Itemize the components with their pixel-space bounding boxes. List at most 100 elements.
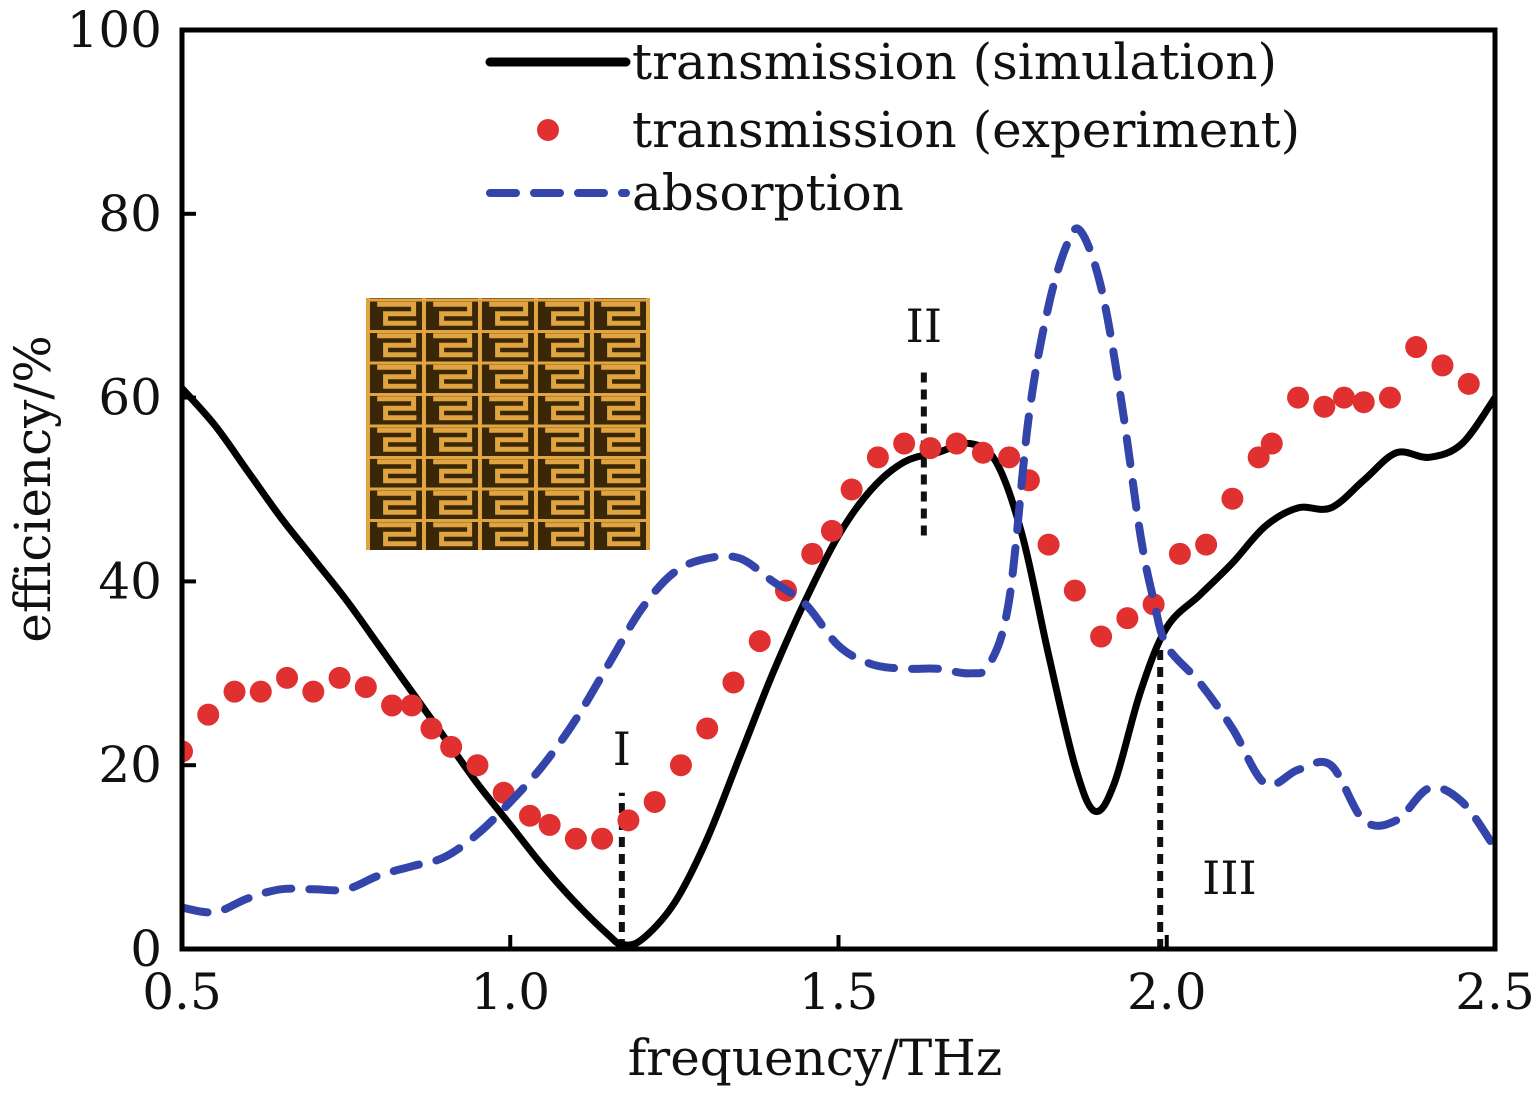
data-point [328, 666, 351, 689]
data-point [893, 432, 916, 455]
data-point [696, 717, 719, 740]
data-point [1221, 487, 1244, 510]
data-point [820, 519, 843, 542]
inset-resonator-cell [489, 427, 529, 452]
inset-resonator-cell [545, 364, 585, 389]
data-point [998, 446, 1021, 469]
series-absorption-line [182, 224, 1495, 917]
legend-label: transmission (experiment) [632, 101, 1300, 159]
y-axis-ticks: 0 20 40 60 80 100 [67, 1, 196, 978]
annotation-label-III: III [1202, 851, 1257, 905]
inset-resonator-cell [489, 301, 529, 326]
data-point [197, 703, 220, 726]
y-axis-title: efficiency/% [4, 335, 62, 643]
inset-resonator-cell [545, 459, 585, 484]
data-point [276, 666, 299, 689]
series-simulation-line [182, 384, 1495, 949]
inset-resonator-cell [489, 490, 529, 515]
data-point [354, 676, 377, 699]
inset-resonator-cell [433, 522, 473, 547]
legend-item: transmission (experiment) [537, 101, 1300, 159]
data-point [182, 740, 193, 763]
series-layer [182, 224, 1495, 949]
data-point [518, 804, 541, 827]
data-point [249, 680, 272, 703]
y-tick-label: 40 [98, 552, 162, 610]
data-point [643, 790, 666, 813]
data-point [440, 735, 463, 758]
data-point [381, 694, 404, 717]
inset-resonator-cell [489, 396, 529, 421]
data-point [840, 478, 863, 501]
inset-resonator-cell [377, 301, 417, 326]
inset-resonator-cell [433, 459, 473, 484]
inset-resonator-cell [377, 490, 417, 515]
inset-resonator-cell [433, 301, 473, 326]
data-point [866, 446, 889, 469]
data-point [919, 437, 942, 460]
inset-resonator-cell [545, 427, 585, 452]
inset-sample-image [366, 298, 650, 550]
inset-resonator-cell [433, 333, 473, 358]
data-point [1247, 446, 1270, 469]
y-tick-label: 0 [130, 920, 162, 978]
inset-resonator-cell [377, 522, 417, 547]
inset-resonator-cell [601, 427, 641, 452]
data-point [1063, 579, 1086, 602]
data-point [1037, 533, 1060, 556]
inset-resonator-cell [489, 522, 529, 547]
x-tick-label: 1.5 [799, 963, 879, 1021]
inset-resonator-cell [433, 490, 473, 515]
inset-resonator-cell [377, 427, 417, 452]
data-point [1287, 386, 1310, 409]
y-tick-label: 60 [98, 369, 162, 427]
inset-resonator-cell [545, 333, 585, 358]
y-tick-label: 20 [98, 736, 162, 794]
data-point [1457, 372, 1480, 395]
inset-resonator-cell [377, 459, 417, 484]
data-point [564, 827, 587, 850]
inset-resonator-cell [601, 490, 641, 515]
data-point [538, 813, 561, 836]
data-point [400, 694, 423, 717]
y-tick-label: 80 [98, 185, 162, 243]
data-point [466, 754, 489, 777]
inset-resonator-cell [601, 522, 641, 547]
data-point [223, 680, 246, 703]
inset-resonator-cell [545, 301, 585, 326]
inset-resonator-cell [601, 396, 641, 421]
inset-resonator-cell [433, 364, 473, 389]
data-point [1116, 607, 1139, 630]
inset-resonator-cell [489, 459, 529, 484]
inset-resonator-cell [377, 396, 417, 421]
annotation-label-I: I [613, 722, 631, 776]
data-point [748, 630, 771, 653]
data-point [1260, 432, 1283, 455]
legend-label: transmission (simulation) [632, 33, 1277, 91]
x-tick-label: 2.5 [1455, 963, 1535, 1021]
x-tick-label: 2.0 [1127, 963, 1207, 1021]
inset-resonator-cell [545, 522, 585, 547]
y-tick-label: 100 [67, 1, 162, 59]
data-point [591, 827, 614, 850]
x-tick-label: 1.0 [470, 963, 550, 1021]
inset-resonator-cell [601, 333, 641, 358]
inset-resonator-cell [377, 364, 417, 389]
data-point [971, 441, 994, 464]
inset-resonator-cell [545, 396, 585, 421]
data-point [1168, 542, 1191, 565]
x-tick-label: 0.5 [142, 963, 222, 1021]
inset-resonator-cell [489, 364, 529, 389]
data-point [1378, 386, 1401, 409]
data-point [1352, 391, 1375, 414]
data-point [1431, 354, 1454, 377]
series-experiment-markers [182, 336, 1480, 850]
x-axis-ticks: 0.5 1.0 1.5 2.0 2.5 [142, 935, 1535, 1021]
data-point [801, 542, 824, 565]
inset-resonator-cell [433, 427, 473, 452]
inset-resonator-cell [377, 333, 417, 358]
data-point [1090, 625, 1113, 648]
x-axis-title: frequency/THz [628, 1029, 1002, 1087]
